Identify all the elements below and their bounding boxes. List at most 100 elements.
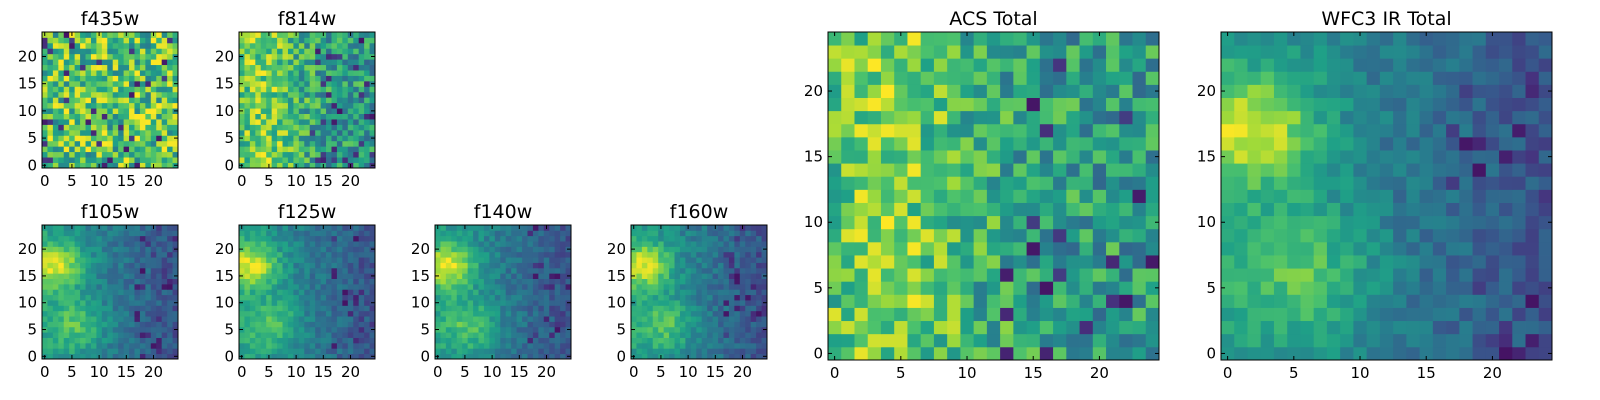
- heatmap-cell: [756, 348, 762, 355]
- heatmap-cell: [894, 202, 908, 217]
- heatmap-cell: [326, 316, 332, 322]
- heatmap-cell: [161, 48, 168, 55]
- heatmap-cell: [309, 53, 316, 60]
- heatmap-cell: [723, 310, 730, 317]
- heatmap-cell: [134, 262, 141, 269]
- heatmap-cell: [347, 124, 354, 131]
- heatmap-cell: [112, 146, 119, 153]
- heatmap-cell: [74, 241, 81, 247]
- heatmap-cell: [1432, 268, 1447, 282]
- heatmap-cell: [473, 246, 479, 253]
- heatmap-cell: [74, 70, 81, 76]
- heatmap-cell: [282, 97, 289, 104]
- heatmap-cell: [440, 257, 447, 263]
- heatmap-cell: [756, 235, 762, 242]
- heatmap-cell: [494, 326, 501, 333]
- heatmap-cell: [828, 346, 842, 361]
- heatmap-cell: [1538, 202, 1553, 217]
- heatmap-cell: [161, 113, 168, 120]
- heatmap-cell: [69, 59, 76, 66]
- heatmap-cell: [161, 267, 168, 274]
- heatmap-cell: [58, 75, 65, 82]
- heatmap-cell: [156, 283, 163, 290]
- heatmap-cell: [364, 342, 370, 349]
- heatmap-cell: [500, 246, 507, 253]
- heatmap-cell: [1066, 150, 1080, 164]
- heatmap-cell: [331, 332, 338, 338]
- heatmap-cell: [631, 337, 637, 344]
- heatmap-cell: [1340, 307, 1354, 322]
- heatmap-cell: [156, 59, 163, 66]
- heatmap-cell: [712, 294, 719, 301]
- heatmap-cell: [74, 310, 81, 317]
- heatmap-cell: [342, 102, 349, 109]
- heatmap-cell: [249, 235, 256, 242]
- heatmap-cell: [532, 267, 539, 274]
- heatmap-cell: [107, 102, 114, 109]
- heatmap-cell: [854, 32, 869, 46]
- heatmap-cell: [118, 75, 124, 82]
- heatmap-cell: [315, 262, 321, 269]
- heatmap-cell: [96, 300, 103, 306]
- heatmap-cell: [90, 80, 97, 87]
- heatmap-cell: [1485, 215, 1500, 230]
- y-tick-label: 0: [27, 156, 37, 174]
- heatmap-cell: [358, 124, 365, 131]
- heatmap-cell: [52, 300, 59, 306]
- heatmap-cell: [47, 42, 54, 49]
- heatmap-cell: [473, 273, 479, 279]
- heatmap-cell: [315, 321, 321, 328]
- heatmap-cell: [139, 140, 146, 147]
- heatmap-cell: [107, 162, 114, 169]
- heatmap-cell: [532, 278, 539, 285]
- heatmap-cell: [880, 110, 895, 125]
- heatmap-cell: [277, 316, 283, 322]
- heatmap-cell: [543, 283, 550, 290]
- heatmap-cell: [63, 235, 70, 242]
- heatmap-cell: [369, 241, 376, 247]
- heatmap-cell: [69, 337, 76, 344]
- heatmap-cell: [145, 119, 152, 125]
- heatmap-cell: [1000, 32, 1014, 46]
- heatmap-cell: [112, 113, 119, 120]
- heatmap-cell: [364, 267, 370, 274]
- heatmap-cell: [58, 70, 65, 76]
- heatmap-cell: [293, 135, 300, 142]
- heatmap-cell: [260, 135, 267, 142]
- heatmap-cell: [445, 262, 452, 269]
- heatmap-cell: [1092, 333, 1107, 348]
- heatmap-cell: [494, 348, 501, 355]
- heatmap-cell: [150, 326, 157, 333]
- heatmap-cell: [112, 337, 119, 344]
- heatmap-cell: [342, 48, 349, 55]
- heatmap-cell: [260, 42, 267, 49]
- heatmap-cell: [565, 241, 572, 247]
- heatmap-cell: [255, 48, 262, 55]
- heatmap-cell: [445, 246, 452, 253]
- heatmap-cell: [342, 80, 349, 87]
- heatmap-cell: [74, 353, 81, 360]
- heatmap-cell: [139, 59, 146, 66]
- heatmap-cell: [739, 262, 746, 269]
- heatmap-cell: [331, 225, 338, 231]
- heatmap-cell: [342, 70, 349, 76]
- heatmap-cell: [298, 70, 305, 76]
- heatmap-cell: [511, 230, 517, 237]
- heatmap-cell: [750, 342, 757, 349]
- heatmap-cell: [1132, 241, 1147, 256]
- heatmap-cell: [440, 305, 447, 312]
- heatmap-cell: [85, 119, 92, 125]
- heatmap-cell: [326, 332, 332, 338]
- heatmap-cell: [112, 151, 119, 158]
- heatmap-cell: [728, 332, 735, 338]
- heatmap-cell: [260, 129, 267, 136]
- heatmap-cell: [734, 342, 741, 349]
- heatmap-cell: [134, 241, 141, 247]
- heatmap-cell: [342, 262, 349, 269]
- heatmap-cell: [543, 337, 550, 344]
- heatmap-cell: [309, 230, 316, 237]
- heatmap-cell: [1538, 268, 1553, 282]
- heatmap-cell: [277, 119, 283, 125]
- heatmap-cell: [282, 241, 289, 247]
- heatmap-cell: [358, 289, 365, 296]
